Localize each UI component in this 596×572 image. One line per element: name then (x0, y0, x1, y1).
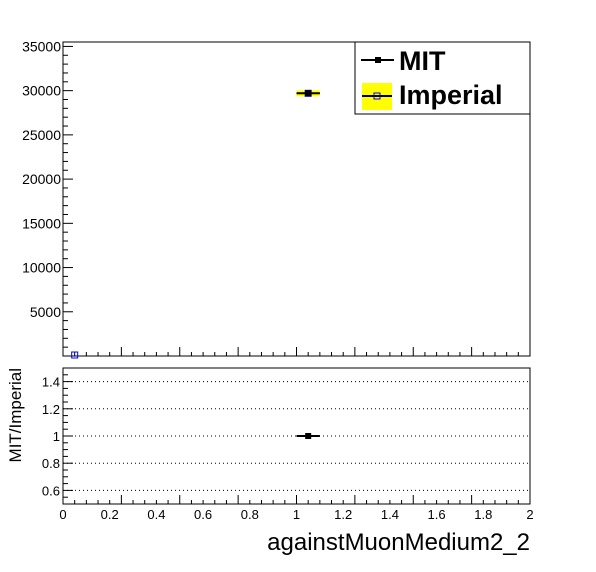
upper-panel: 5000 10000 15000 20000 25000 30000 35000 (22, 38, 531, 359)
legend-entry-mit: MIT (361, 46, 446, 76)
lower-panel: 0.6 0.8 1 1.2 1.4 0 0.2 0.4 0.6 0.8 1 1.2 1.4 1.6 1.8 2 (42, 367, 534, 522)
lower-axis-ticks (62, 367, 531, 504)
upper-data-marks (71, 89, 320, 359)
x-axis-label: againstMuonMedium2_2 (267, 529, 530, 556)
upper-y-tick-labels: 5000 10000 15000 20000 25000 30000 35000 (22, 38, 61, 319)
lower-x-tick-label: 1.4 (381, 507, 399, 522)
lower-x-tick-label: 0.6 (194, 507, 212, 522)
legend: MIT Imperial (354, 41, 531, 115)
lower-y-tick-label: 0.6 (42, 483, 60, 498)
imperial-point (71, 351, 79, 359)
upper-axis-ticks (62, 45, 531, 356)
upper-y-tick-label: 10000 (22, 260, 61, 276)
ratio-point (305, 433, 312, 439)
lower-x-tick-label: 1 (293, 507, 300, 522)
lower-y-tick-label: 0.8 (42, 456, 60, 471)
lower-x-tick-label: 0.8 (241, 507, 259, 522)
lower-tick-labels: 0.6 0.8 1 1.2 1.4 0 0.2 0.4 0.6 0.8 1 1.2 1.4 1.6 1.8 2 (42, 375, 534, 522)
legend-mit-marker (375, 57, 381, 63)
legend-imperial-marker (373, 92, 381, 100)
upper-y-tick-label: 15000 (22, 215, 61, 231)
lower-x-tick-label: 1.8 (474, 507, 492, 522)
legend-mit-label: MIT (399, 46, 446, 76)
lower-y-tick-label: 1.4 (42, 375, 60, 390)
lower-x-tick-label: 1.6 (428, 507, 446, 522)
legend-entry-imperial: Imperial (362, 80, 503, 110)
upper-y-tick-label: 25000 (22, 127, 61, 143)
ratio-y-axis-label: MIT/Imperial (6, 368, 25, 462)
lower-x-tick-label: 1.2 (334, 507, 352, 522)
legend-imperial-label: Imperial (399, 80, 503, 110)
lower-data-marks (296, 433, 320, 439)
lower-y-tick-label: 1 (53, 429, 60, 444)
mit-point (305, 90, 312, 97)
lower-x-tick-label: 0.2 (101, 507, 119, 522)
upper-y-tick-label: 5000 (30, 304, 61, 320)
lower-x-tick-label: 2 (526, 507, 533, 522)
upper-y-tick-label: 30000 (22, 83, 61, 99)
upper-y-tick-label: 20000 (22, 171, 61, 187)
lower-y-tick-label: 1.2 (42, 402, 60, 417)
lower-x-tick-label: 0 (59, 507, 66, 522)
upper-y-tick-label: 35000 (22, 38, 61, 54)
lower-x-tick-label: 0.4 (147, 507, 165, 522)
